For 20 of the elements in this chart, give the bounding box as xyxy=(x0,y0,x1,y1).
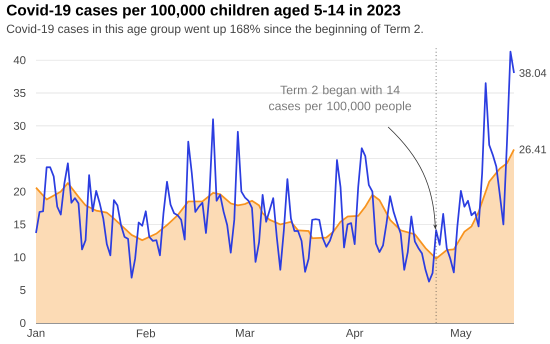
x-tick-label: Apr xyxy=(346,329,364,340)
y-tick-label: 20 xyxy=(14,188,26,196)
x-tick-label: Mar xyxy=(236,329,254,337)
annotation: Term 2 began with 14 cases per 100,000 people xyxy=(269,85,412,113)
x-tick-label: Feb xyxy=(136,329,156,338)
y-tick-label: 10 xyxy=(14,253,26,262)
y-tick-label: 30 xyxy=(14,122,26,130)
annotation: 26.41 xyxy=(520,146,546,154)
chart-title: Covid-19 cases per 100,000 children aged 5-14 in 2023 xyxy=(6,4,400,19)
x-tick-label: May xyxy=(451,329,472,340)
x-tick-label: Jan xyxy=(27,329,44,337)
y-tick-label: 15 xyxy=(14,220,26,228)
line-series xyxy=(35,50,515,282)
y-tick-label: 40 xyxy=(14,56,26,64)
y-tick-label: 25 xyxy=(14,154,26,163)
annotation: 38.04 xyxy=(519,69,546,77)
y-tick-label: 0 xyxy=(20,318,26,328)
y-tick-label: 5 xyxy=(20,286,26,294)
chart-subtitle: Covid-19 cases in this age group went up 168% since the beginning of Term 2. xyxy=(6,24,423,36)
y-tick-label: 35 xyxy=(14,89,26,98)
